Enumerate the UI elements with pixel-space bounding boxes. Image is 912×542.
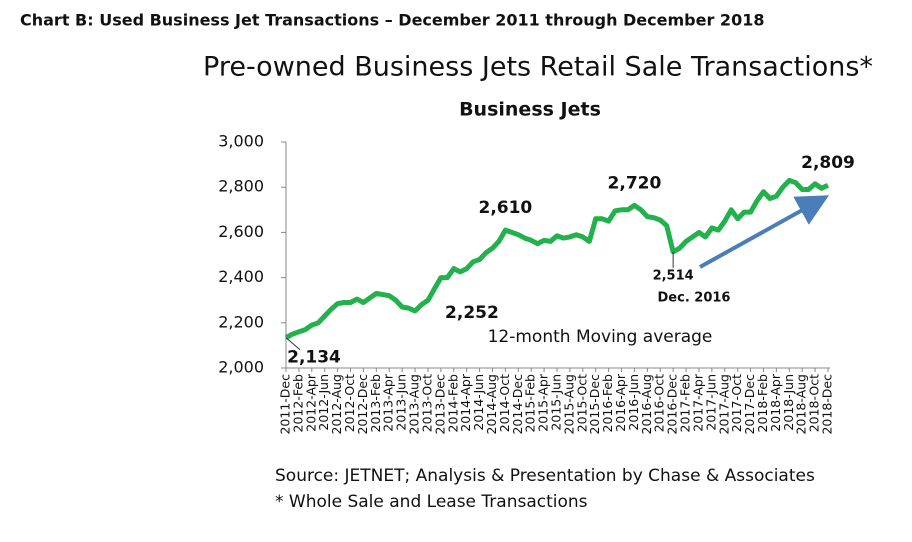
x-tick-label: 2012-Dec <box>355 374 370 435</box>
y-tick-label: 3,000 <box>218 132 264 151</box>
x-tick-label: 2014-Jun <box>471 374 486 431</box>
x-tick-label: 2016-Dec <box>665 374 680 435</box>
header: Chart B: Used Business Jet Transactions … <box>20 11 764 30</box>
x-tick-label: 2015-Aug <box>561 374 576 434</box>
x-tick-label: 2014-Oct <box>497 374 512 432</box>
annotation: Dec. 2016 <box>658 291 731 306</box>
footnote: * Whole Sale and Lease Transactions <box>275 492 588 512</box>
x-tick-label: 2017-Dec <box>742 374 757 435</box>
x-tick-label: 2011-Dec <box>278 374 293 435</box>
x-tick-label: 2013-Oct <box>419 374 434 432</box>
data-label: 2,252 <box>445 303 499 323</box>
chart-title: Pre-owned Business Jets Retail Sale Tran… <box>203 52 873 83</box>
data-label: 2,720 <box>608 173 662 193</box>
trend-arrow <box>699 195 829 269</box>
data-label: 2,809 <box>801 153 855 173</box>
leader-line <box>285 337 301 351</box>
x-tick-label: 2012-Oct <box>342 374 357 432</box>
x-tick-label: 2017-Oct <box>729 374 744 432</box>
x-tick-label: 2014-Aug <box>484 374 499 434</box>
x-tick-label: 2013-Apr <box>381 373 396 432</box>
chart-subtitle: Business Jets <box>459 99 601 121</box>
x-tick-label: 2018-Oct <box>807 374 822 432</box>
y-tick-label: 2,800 <box>218 177 264 196</box>
x-tick-label: 2018-Dec <box>820 374 835 435</box>
x-tick-label: 2016-Jun <box>626 374 641 431</box>
x-tick-label: 2014-Feb <box>445 374 460 433</box>
x-tick-label: 2018-Feb <box>755 374 770 433</box>
x-tick-label: 2012-Apr <box>303 373 318 432</box>
x-tick-label: 2018-Jun <box>781 374 796 431</box>
x-tick-label: 2017-Aug <box>716 374 731 434</box>
data-label: 2,610 <box>478 198 532 218</box>
x-tick-label: 2012-Feb <box>290 374 305 433</box>
x-tick-label: 2015-Dec <box>587 374 602 435</box>
y-tick-label: 2,000 <box>218 358 264 377</box>
x-tick-label: 2015-Apr <box>536 373 551 432</box>
x-tick-label: 2017-Jun <box>703 374 718 431</box>
x-tick-label: 2013-Feb <box>368 374 383 433</box>
x-tick-label: 2016-Oct <box>652 374 667 432</box>
x-tick-label: 2013-Dec <box>432 374 447 435</box>
y-tick-label: 2,200 <box>218 312 264 331</box>
x-tick-label: 2018-Aug <box>794 374 809 434</box>
source: Source: JETNET; Analysis & Presentation … <box>275 466 815 486</box>
x-tick-label: 2013-Aug <box>407 374 422 434</box>
y-tick-label: 2,400 <box>218 267 264 286</box>
x-tick-label: 2014-Apr <box>458 373 473 432</box>
x-tick-label: 2015-Jun <box>549 374 564 431</box>
x-tick-label: 2012-Jun <box>316 374 331 431</box>
data-label: 2,514 <box>653 268 694 283</box>
x-tick-label: 2017-Apr <box>690 373 705 432</box>
x-tick-label: 2015-Feb <box>523 374 538 433</box>
x-tick-label: 2018-Apr <box>768 373 783 432</box>
x-tick-label: 2015-Oct <box>574 374 589 432</box>
x-tick-label: 2017-Feb <box>678 374 693 433</box>
x-tick-label: 2016-Apr <box>613 373 628 432</box>
x-tick-label: 2012-Aug <box>329 374 344 434</box>
x-tick-label: 2013-Jun <box>394 374 409 431</box>
x-tick-label: 2014-Dec <box>510 374 525 435</box>
y-tick-label: 2,600 <box>218 222 264 241</box>
x-tick-label: 2016-Feb <box>600 374 615 433</box>
x-tick-label: 2016-Aug <box>639 374 654 434</box>
data-label: 2,134 <box>287 348 341 368</box>
annotation: 12-month Moving average <box>488 327 713 347</box>
series-line <box>284 177 830 340</box>
